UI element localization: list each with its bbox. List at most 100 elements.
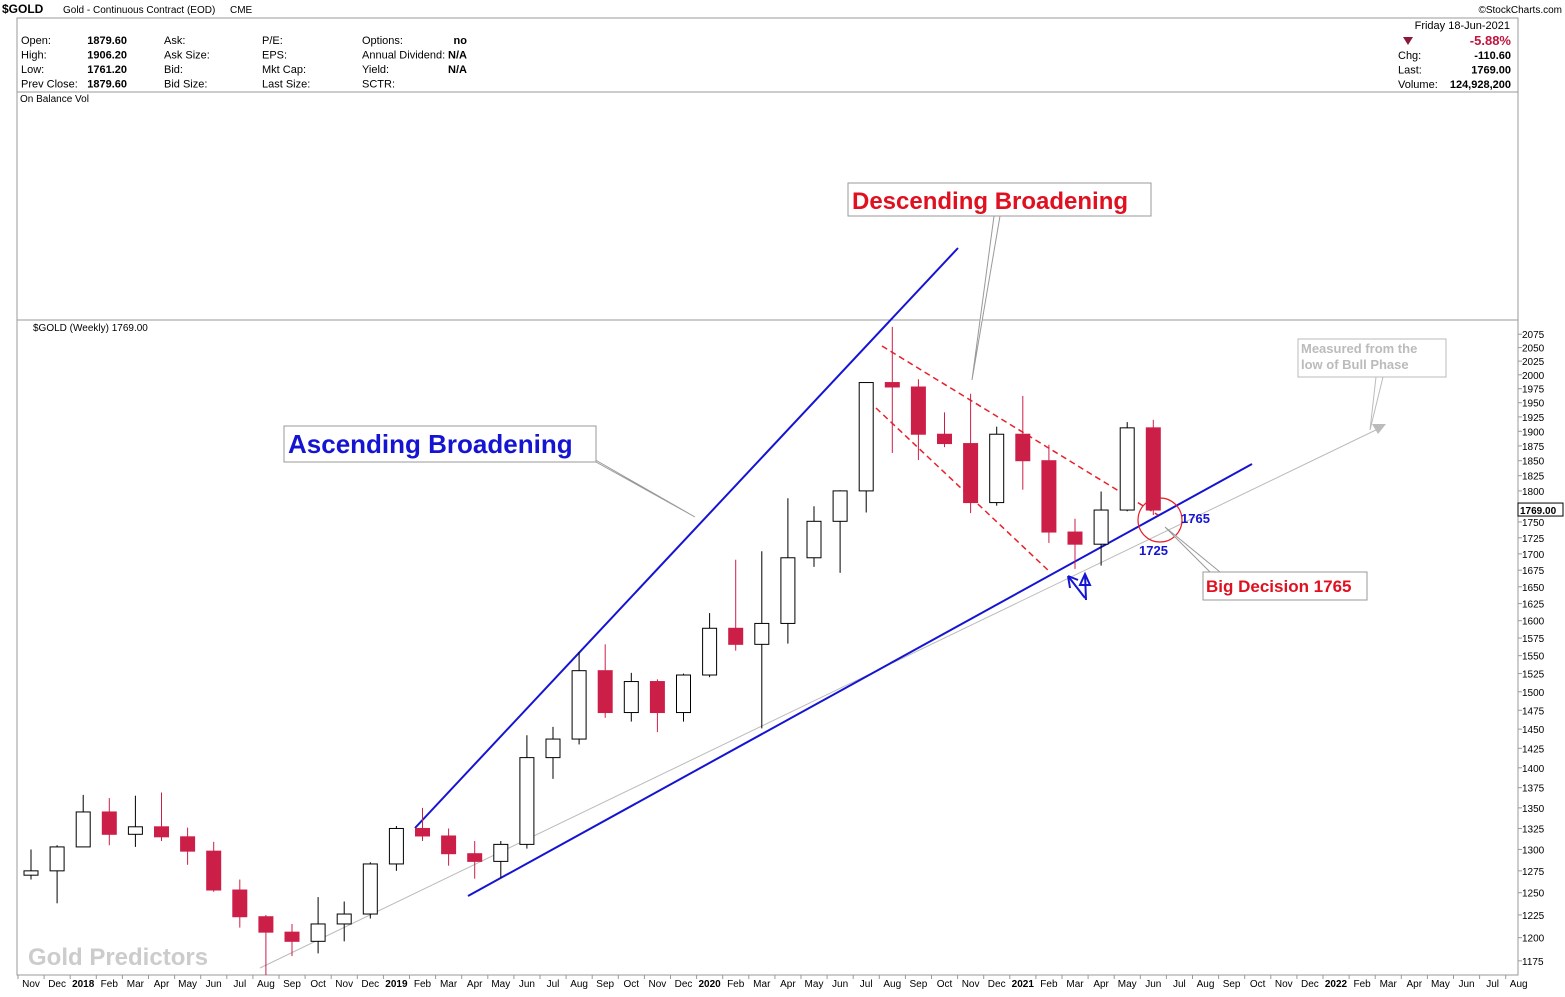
- lower-trendline: [467, 463, 1253, 897]
- y-tick-label: 1625: [1522, 600, 1545, 611]
- exchange: CME: [230, 5, 253, 16]
- candle-body: [415, 827, 430, 837]
- candle-body: [127, 826, 143, 835]
- field-label: Bid Size:: [164, 79, 207, 91]
- y-tick-label: 2075: [1522, 330, 1545, 341]
- y-tick-label: 1325: [1522, 824, 1545, 835]
- candle-body: [1119, 427, 1135, 511]
- gray-trendline: [259, 427, 1381, 969]
- candle-body: [780, 557, 796, 624]
- candle-body: [362, 863, 378, 915]
- x-tick-label: Sep: [283, 979, 301, 990]
- candle-body: [23, 870, 39, 876]
- x-tick-label: Jun: [832, 979, 848, 990]
- x-tick-label: Nov: [22, 979, 40, 990]
- x-tick-label: Aug: [883, 979, 901, 990]
- arrowhead: [1372, 424, 1386, 434]
- candles: [23, 326, 1161, 975]
- field-value: 124,928,200: [1450, 79, 1511, 91]
- y-tick-label: 1275: [1522, 867, 1545, 878]
- x-tick-label: May: [1118, 979, 1137, 990]
- candle-body: [597, 670, 613, 714]
- y-tick-label: 1675: [1522, 566, 1545, 577]
- y-tick-label: 1900: [1522, 427, 1545, 438]
- x-tick-label: Mar: [1380, 979, 1398, 990]
- y-tick-label: 1850: [1522, 457, 1545, 468]
- field-label: Prev Close:: [21, 79, 78, 91]
- field-label: High:: [21, 50, 47, 62]
- candle-body: [1093, 509, 1109, 545]
- candle-body: [336, 913, 352, 925]
- y-tick-label: 1450: [1522, 725, 1545, 736]
- field-label: Volume:: [1398, 79, 1438, 91]
- x-tick-label: Apr: [467, 979, 483, 990]
- field-value: 1761.20: [87, 64, 127, 76]
- y-tick-label: 1600: [1522, 617, 1545, 628]
- y-tick-label: 1425: [1522, 744, 1545, 755]
- x-tick-label: May: [178, 979, 197, 990]
- x-tick-label: Apr: [154, 979, 170, 990]
- y-tick-label: 1350: [1522, 804, 1545, 815]
- candle-body: [441, 835, 457, 855]
- candle-body: [1015, 433, 1031, 462]
- field-value: N/A: [448, 50, 467, 62]
- callout-box: [283, 425, 597, 463]
- annotation: Ascending Broadening: [288, 429, 573, 459]
- candle-body: [858, 382, 874, 492]
- y-tick-label: 1725: [1522, 534, 1545, 545]
- last-price-box: [1517, 502, 1564, 517]
- x-tick-label: Sep: [596, 979, 614, 990]
- candle-body: [388, 827, 404, 865]
- candle-body: [1041, 460, 1057, 533]
- candle-body: [1145, 427, 1161, 511]
- candle-body: [728, 627, 744, 645]
- x-tick-label: Jun: [519, 979, 535, 990]
- x-tick-label: Dec: [988, 979, 1006, 990]
- trendlines: [259, 182, 1447, 969]
- candle-body: [884, 382, 900, 388]
- candle-body: [493, 843, 509, 862]
- candle-body: [702, 627, 718, 676]
- x-tick-label: Nov: [649, 979, 667, 990]
- y-tick-label: 1650: [1522, 583, 1545, 594]
- date: Friday 18-Jun-2021: [1415, 20, 1510, 32]
- field-value: 1879.60: [87, 79, 127, 91]
- y-tick-label: 1175: [1522, 957, 1544, 968]
- x-tick-label: Feb: [101, 979, 119, 990]
- annotation: 1765: [1181, 511, 1210, 526]
- down-arrow: [1403, 37, 1413, 45]
- x-tick-label: Jun: [1145, 979, 1161, 990]
- field-label: SCTR:: [362, 79, 395, 91]
- y-tick-label: 1800: [1522, 487, 1545, 498]
- candle-body: [258, 916, 274, 933]
- candle-body: [154, 826, 169, 838]
- annotation: 1725: [1139, 543, 1168, 558]
- y-tick-label: 1500: [1522, 688, 1545, 699]
- candle-body: [832, 490, 848, 522]
- y-tick-label: 1525: [1522, 670, 1545, 681]
- y-tick-label: 1300: [1522, 845, 1545, 856]
- symbol: $GOLD: [2, 2, 44, 16]
- x-tick-label: Sep: [1223, 979, 1241, 990]
- x-tick-label: Aug: [1510, 979, 1528, 990]
- callout-pointer: [1164, 526, 1221, 573]
- x-tick-label: Dec: [48, 979, 66, 990]
- x-tick-label: Mar: [1066, 979, 1084, 990]
- annotation: Descending Broadening: [852, 188, 1128, 215]
- candle-body: [180, 836, 196, 852]
- field-value: -110.60: [1474, 50, 1511, 62]
- x-tick-label: 2021: [1012, 979, 1035, 990]
- x-tick-label: 2022: [1325, 979, 1348, 990]
- x-tick-label: Dec: [361, 979, 379, 990]
- candle-body: [649, 681, 665, 714]
- callout-box: [847, 182, 1152, 217]
- x-tick-label: Jul: [1173, 979, 1186, 990]
- x-tick-label: Nov: [1275, 979, 1293, 990]
- y-tick-label: 1700: [1522, 550, 1545, 561]
- upper-trendline: [414, 247, 959, 829]
- field-label: Annual Dividend:: [362, 50, 445, 62]
- candle-body: [101, 811, 117, 835]
- frame: [16, 17, 1519, 976]
